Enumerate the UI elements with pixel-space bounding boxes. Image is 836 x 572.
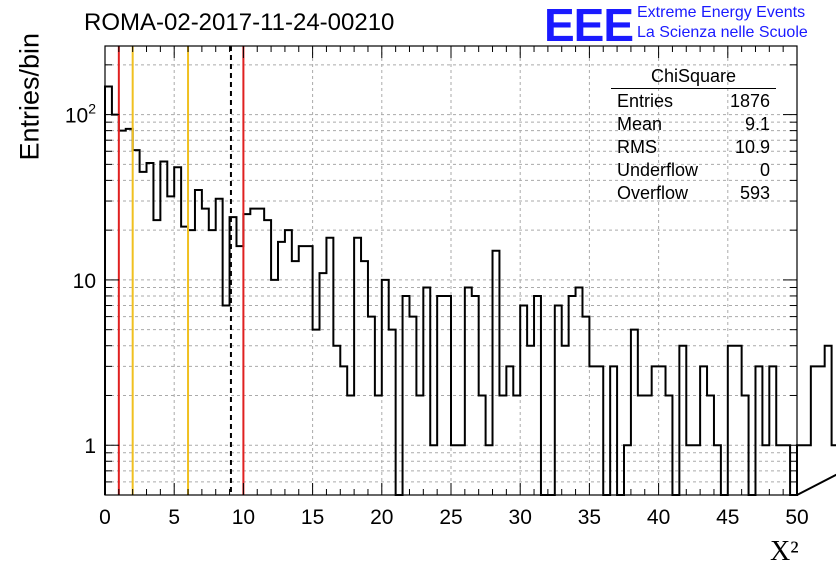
reference-lines — [117, 46, 245, 495]
x-tick-label: 35 — [578, 506, 601, 529]
stats-value: 0 — [759, 160, 770, 180]
eee-logo: EEE — [544, 0, 634, 51]
y-tick-label: 1 — [84, 435, 96, 458]
chart-title: ROMA-02-2017-11-24-00210 — [84, 9, 395, 36]
x-tick-label: 50 — [785, 506, 808, 529]
x-tick-label: 10 — [232, 506, 255, 529]
y-tick-label: 10 — [73, 270, 96, 293]
stats-title: ChiSquare — [611, 66, 776, 89]
stats-row-rms: RMS 10.9 — [611, 137, 776, 160]
grid — [105, 46, 797, 495]
stats-row-entries: Entries 1876 — [611, 91, 776, 114]
histogram — [104, 85, 836, 496]
stats-label: Mean — [617, 114, 663, 134]
x-tick-label: 20 — [370, 506, 393, 529]
stats-box: ChiSquare Entries 1876 Mean 9.1 RMS 10.9… — [611, 66, 776, 206]
y-axis-label: Entries/bin — [14, 32, 45, 161]
x-tick-label: 25 — [439, 506, 462, 529]
axis-ticks — [104, 46, 798, 495]
stats-row-mean: Mean 9.1 — [611, 114, 776, 137]
stats-label: RMS — [617, 137, 657, 157]
x-tick-label: 40 — [647, 506, 670, 529]
logo-line-1: Extreme Energy Events — [637, 4, 806, 21]
stats-value: 593 — [739, 183, 770, 203]
y-tick-label: 102 — [65, 101, 96, 128]
stats-value: 9.1 — [744, 114, 770, 134]
x-tick-label: 15 — [301, 506, 324, 529]
stats-row-underflow: Underflow 0 — [611, 160, 776, 183]
histogram-line — [104, 85, 836, 496]
tick-labels: 0 5 10 15 20 25 30 35 40 45 50 1 10 102 — [65, 101, 809, 529]
stats-label: Entries — [617, 91, 674, 111]
x-tick-label: 0 — [99, 506, 111, 529]
x-tick-label: 45 — [716, 506, 739, 529]
stats-label: Underflow — [617, 160, 699, 180]
stats-row-overflow: Overflow 593 — [611, 183, 776, 206]
x-tick-label: 5 — [168, 506, 180, 529]
logo-line-2: La Scienza nelle Scuole — [637, 24, 808, 41]
x-axis-label: X² — [770, 536, 799, 567]
stats-label: Overflow — [617, 183, 689, 203]
stats-value: 1876 — [729, 91, 770, 111]
x-tick-label: 30 — [509, 506, 532, 529]
stats-value: 10.9 — [734, 137, 770, 157]
